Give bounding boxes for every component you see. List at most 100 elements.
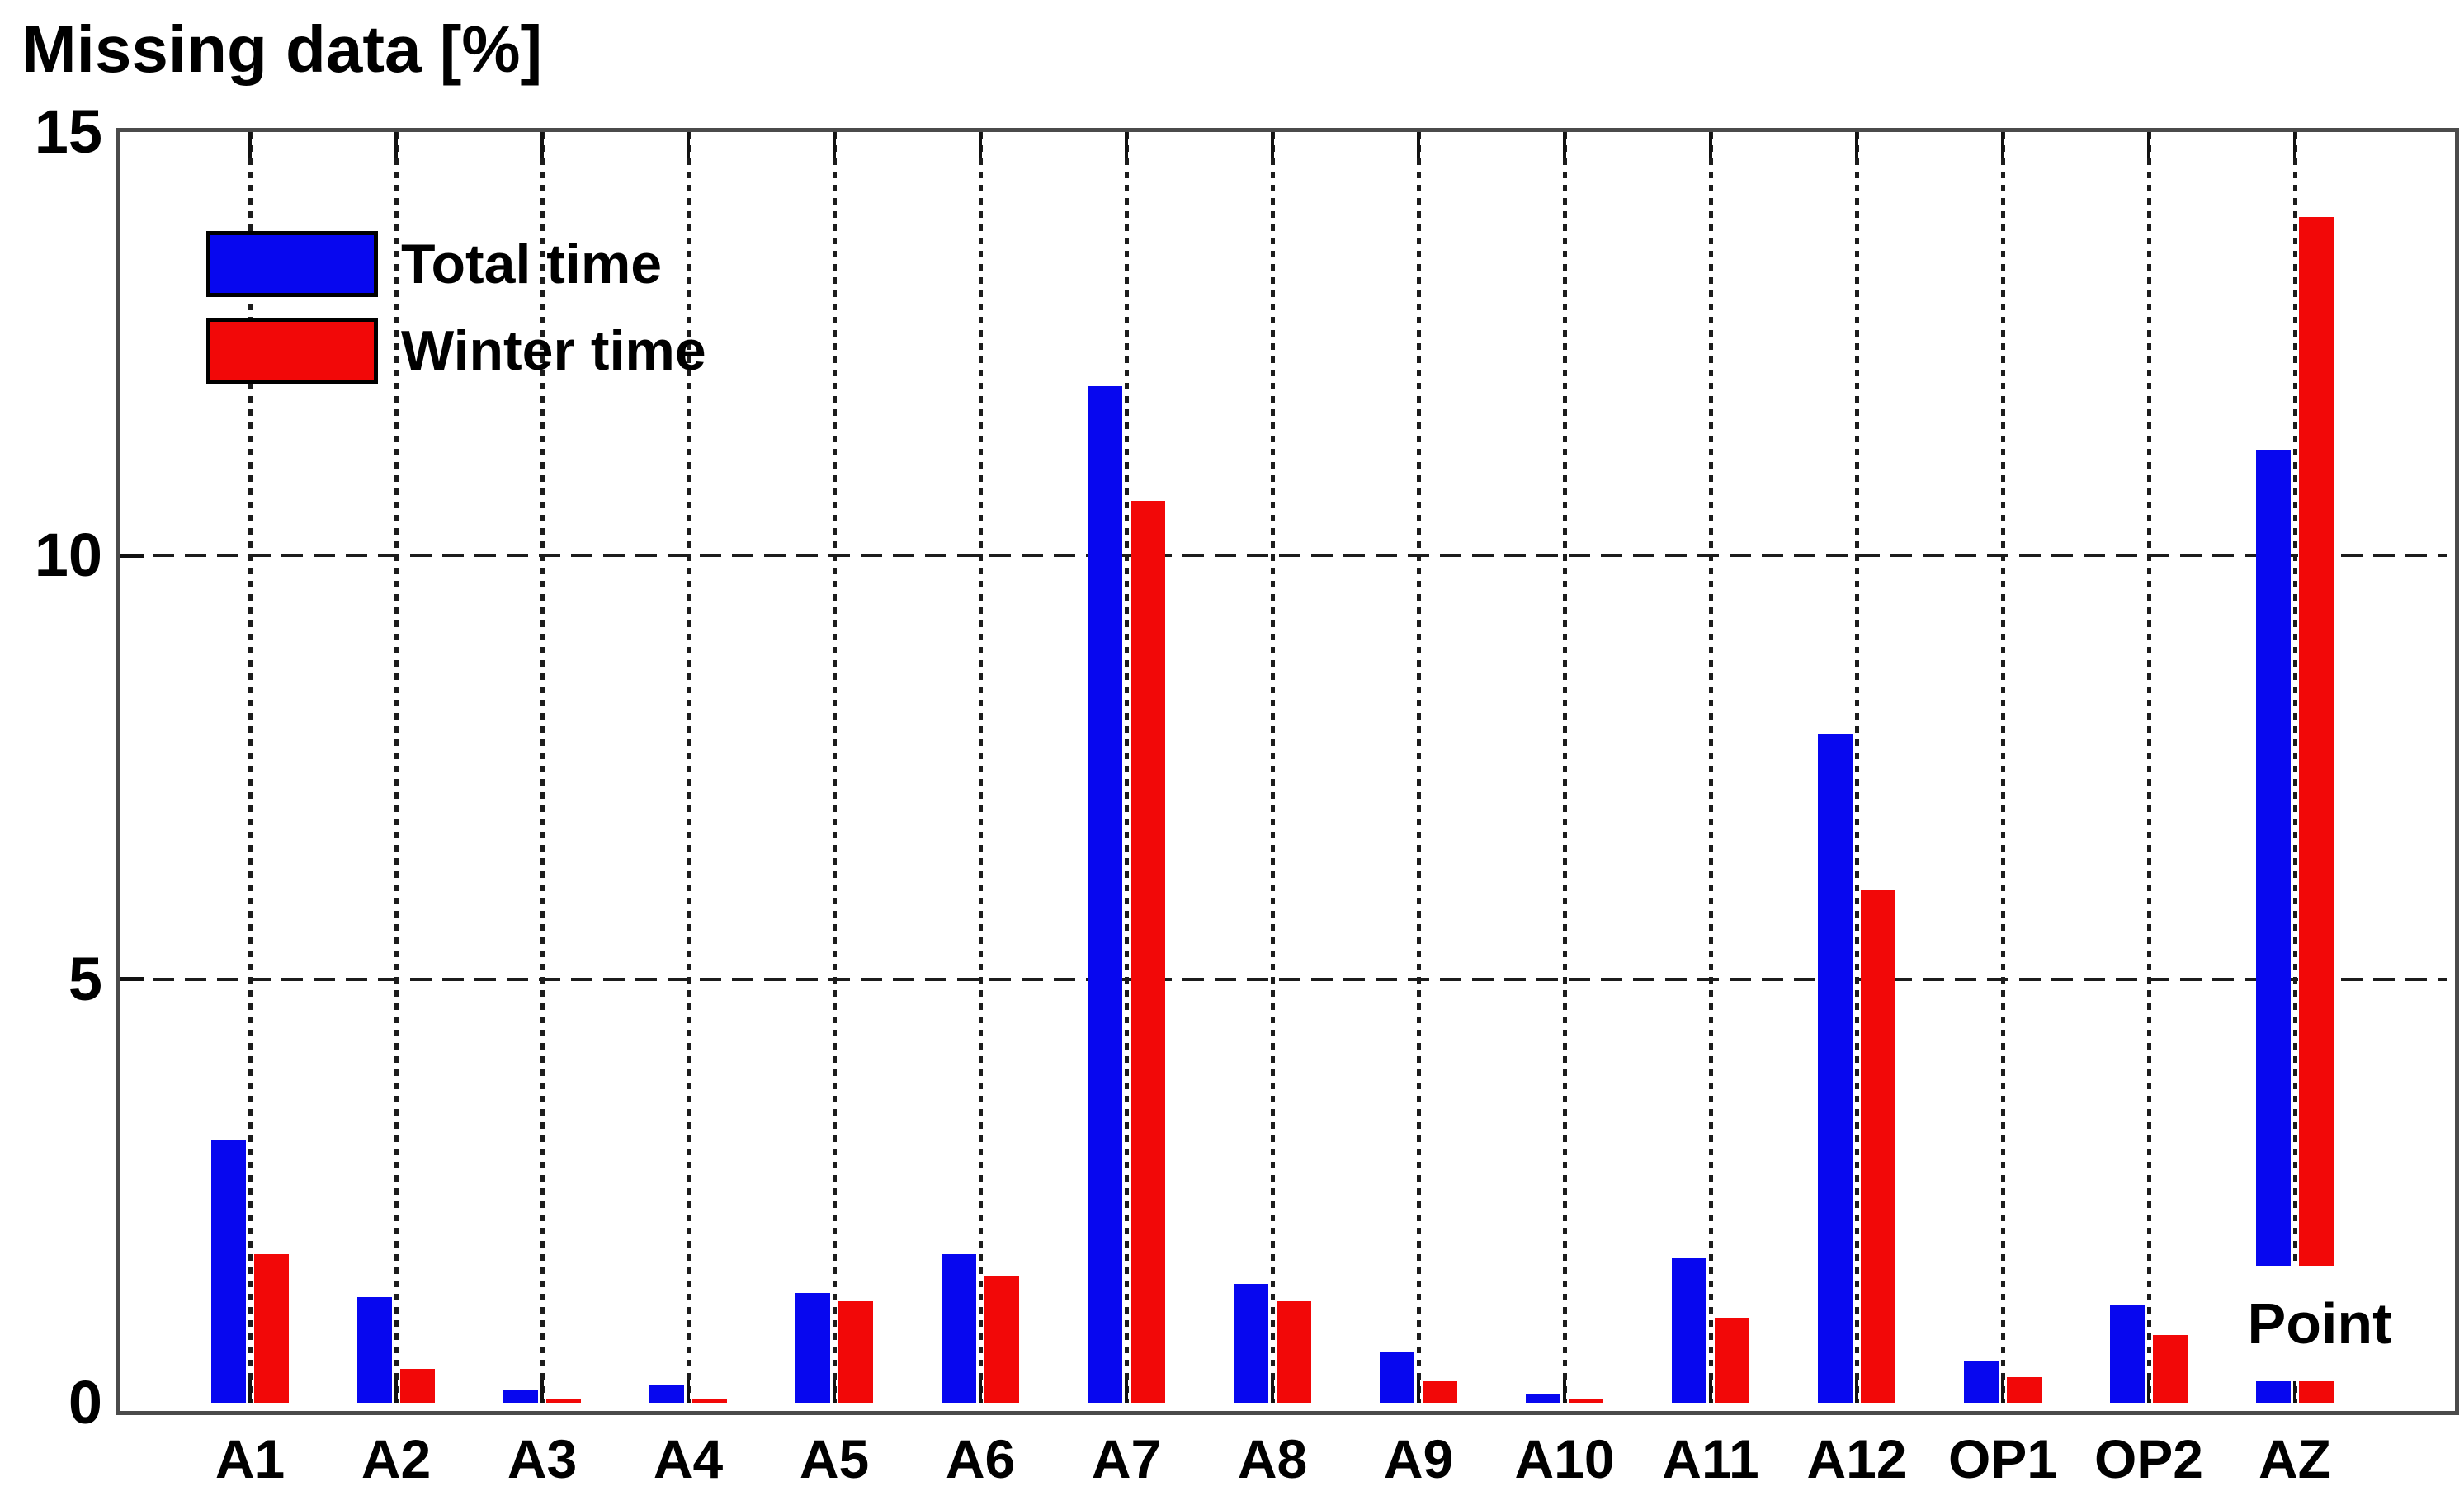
axis-tick-bottom-AZ bbox=[2293, 1380, 2296, 1403]
bar-total-time-OP2 bbox=[2110, 1305, 2145, 1403]
gridline-vertical-A7 bbox=[1124, 132, 1129, 1403]
axis-tick-left-10 bbox=[120, 553, 144, 558]
axis-tick-top-A8 bbox=[1271, 132, 1274, 158]
gridline-vertical-A12 bbox=[1854, 132, 1859, 1403]
legend-swatch-total-time bbox=[206, 231, 378, 297]
gridline-vertical-A4 bbox=[686, 132, 691, 1403]
axis-tick-bottom-A12 bbox=[1855, 1380, 1858, 1403]
x-tick-label-A3: A3 bbox=[507, 1428, 578, 1489]
gridline-vertical-A5 bbox=[832, 132, 837, 1403]
axis-tick-top-A7 bbox=[1125, 132, 1128, 158]
point-annotation-text: Point bbox=[2247, 1290, 2392, 1356]
gridline-vertical-A3 bbox=[540, 132, 545, 1403]
gridline-vertical-A8 bbox=[1270, 132, 1275, 1403]
bar-winter-time-A12 bbox=[1861, 889, 1895, 1403]
bar-winter-time-A11 bbox=[1715, 1318, 1749, 1403]
axis-tick-top-A1 bbox=[248, 132, 252, 158]
axis-tick-top-A10 bbox=[1563, 132, 1566, 158]
x-tick-label-A10: A10 bbox=[1514, 1428, 1615, 1489]
bar-total-time-A2 bbox=[357, 1296, 392, 1403]
y-tick-label-15: 15 bbox=[34, 97, 102, 166]
x-tick-label-A7: A7 bbox=[1091, 1428, 1162, 1489]
bar-total-time-A8 bbox=[1234, 1284, 1268, 1403]
axis-tick-top-A2 bbox=[394, 132, 398, 158]
bar-winter-time-AZ bbox=[2299, 216, 2334, 1403]
axis-tick-top-A12 bbox=[1855, 132, 1858, 158]
x-tick-label-A6: A6 bbox=[945, 1428, 1016, 1489]
bar-winter-time-A4 bbox=[692, 1398, 727, 1403]
x-tick-label-A11: A11 bbox=[1662, 1428, 1759, 1489]
bar-winter-time-OP1 bbox=[2007, 1377, 2042, 1403]
axis-tick-bottom-A2 bbox=[394, 1380, 398, 1403]
axis-tick-bottom-A9 bbox=[1417, 1380, 1420, 1403]
gridline-vertical-A10 bbox=[1562, 132, 1567, 1403]
axis-tick-top-A9 bbox=[1417, 132, 1420, 158]
x-tick-label-AZ: AZ bbox=[2259, 1428, 2331, 1489]
bar-winter-time-A5 bbox=[838, 1300, 873, 1403]
legend-label-winter-time: Winter time bbox=[401, 319, 706, 382]
axis-tick-top-A6 bbox=[979, 132, 982, 158]
axis-tick-left-5 bbox=[120, 977, 144, 982]
axis-tick-bottom-A7 bbox=[1125, 1380, 1128, 1403]
gridline-vertical-OP2 bbox=[2146, 132, 2151, 1403]
gridline-vertical-AZ bbox=[2292, 132, 2297, 1403]
gridline-horizontal-10 bbox=[120, 554, 2447, 558]
axis-tick-bottom-A3 bbox=[540, 1380, 544, 1403]
gridline-vertical-A1 bbox=[248, 132, 253, 1403]
bar-winter-time-A10 bbox=[1569, 1398, 1603, 1403]
bar-total-time-A4 bbox=[649, 1385, 684, 1403]
bar-total-time-A9 bbox=[1380, 1352, 1414, 1403]
bar-winter-time-OP2 bbox=[2153, 1334, 2188, 1403]
bar-total-time-AZ bbox=[2256, 450, 2291, 1403]
axis-tick-top-OP2 bbox=[2147, 132, 2150, 158]
bar-winter-time-A2 bbox=[400, 1368, 435, 1403]
x-tick-label-A12: A12 bbox=[1806, 1428, 1907, 1489]
legend-label-total-time: Total time bbox=[401, 233, 663, 295]
gridline-vertical-A2 bbox=[394, 132, 399, 1403]
axis-tick-bottom-A8 bbox=[1271, 1380, 1274, 1403]
bar-winter-time-A8 bbox=[1277, 1300, 1311, 1403]
plot-area: Total time Winter time Point bbox=[116, 128, 2459, 1415]
axis-tick-bottom-A11 bbox=[1709, 1380, 1712, 1403]
gridline-vertical-OP1 bbox=[2000, 132, 2005, 1403]
y-tick-label-0: 0 bbox=[68, 1368, 102, 1437]
axis-tick-bottom-OP2 bbox=[2147, 1380, 2150, 1403]
plot-inner: Total time Winter time Point bbox=[120, 132, 2447, 1403]
x-tick-label-A1: A1 bbox=[215, 1428, 286, 1489]
x-tick-label-OP1: OP1 bbox=[1947, 1428, 2058, 1489]
axis-tick-top-OP1 bbox=[2001, 132, 2004, 158]
gridline-vertical-A6 bbox=[978, 132, 983, 1403]
bar-winter-time-A9 bbox=[1423, 1381, 1457, 1403]
y-tick-label-10: 10 bbox=[34, 521, 102, 590]
axis-tick-bottom-A5 bbox=[833, 1380, 836, 1403]
bar-winter-time-A3 bbox=[546, 1398, 581, 1403]
bar-total-time-A12 bbox=[1818, 733, 1853, 1403]
x-tick-label-A5: A5 bbox=[799, 1428, 870, 1489]
bar-total-time-A3 bbox=[503, 1390, 538, 1403]
legend-swatch-winter-time bbox=[206, 318, 378, 384]
bar-total-time-A5 bbox=[795, 1292, 830, 1403]
bar-total-time-A1 bbox=[211, 1139, 246, 1403]
y-tick-label-5: 5 bbox=[68, 944, 102, 1013]
bar-total-time-A6 bbox=[942, 1254, 976, 1403]
axis-tick-bottom-A1 bbox=[248, 1380, 252, 1403]
x-tick-label-A4: A4 bbox=[653, 1428, 724, 1489]
axis-tick-top-A5 bbox=[833, 132, 836, 158]
axis-tick-top-A11 bbox=[1709, 132, 1712, 158]
axis-tick-bottom-A10 bbox=[1563, 1380, 1566, 1403]
bar-winter-time-A1 bbox=[254, 1254, 289, 1403]
axis-tick-top-A4 bbox=[687, 132, 690, 158]
bar-winter-time-A6 bbox=[984, 1276, 1019, 1403]
axis-tick-top-AZ bbox=[2293, 132, 2296, 158]
bar-total-time-A11 bbox=[1672, 1258, 1706, 1403]
bar-total-time-OP1 bbox=[1964, 1360, 1999, 1403]
x-tick-label-A9: A9 bbox=[1383, 1428, 1454, 1489]
axis-tick-bottom-A6 bbox=[979, 1380, 982, 1403]
axis-tick-top-A3 bbox=[540, 132, 544, 158]
gridline-horizontal-5 bbox=[120, 977, 2447, 981]
bar-winter-time-A7 bbox=[1131, 500, 1165, 1403]
x-tick-label-A2: A2 bbox=[361, 1428, 432, 1489]
bar-total-time-A10 bbox=[1526, 1394, 1560, 1403]
x-tick-label-OP2: OP2 bbox=[2093, 1428, 2204, 1489]
